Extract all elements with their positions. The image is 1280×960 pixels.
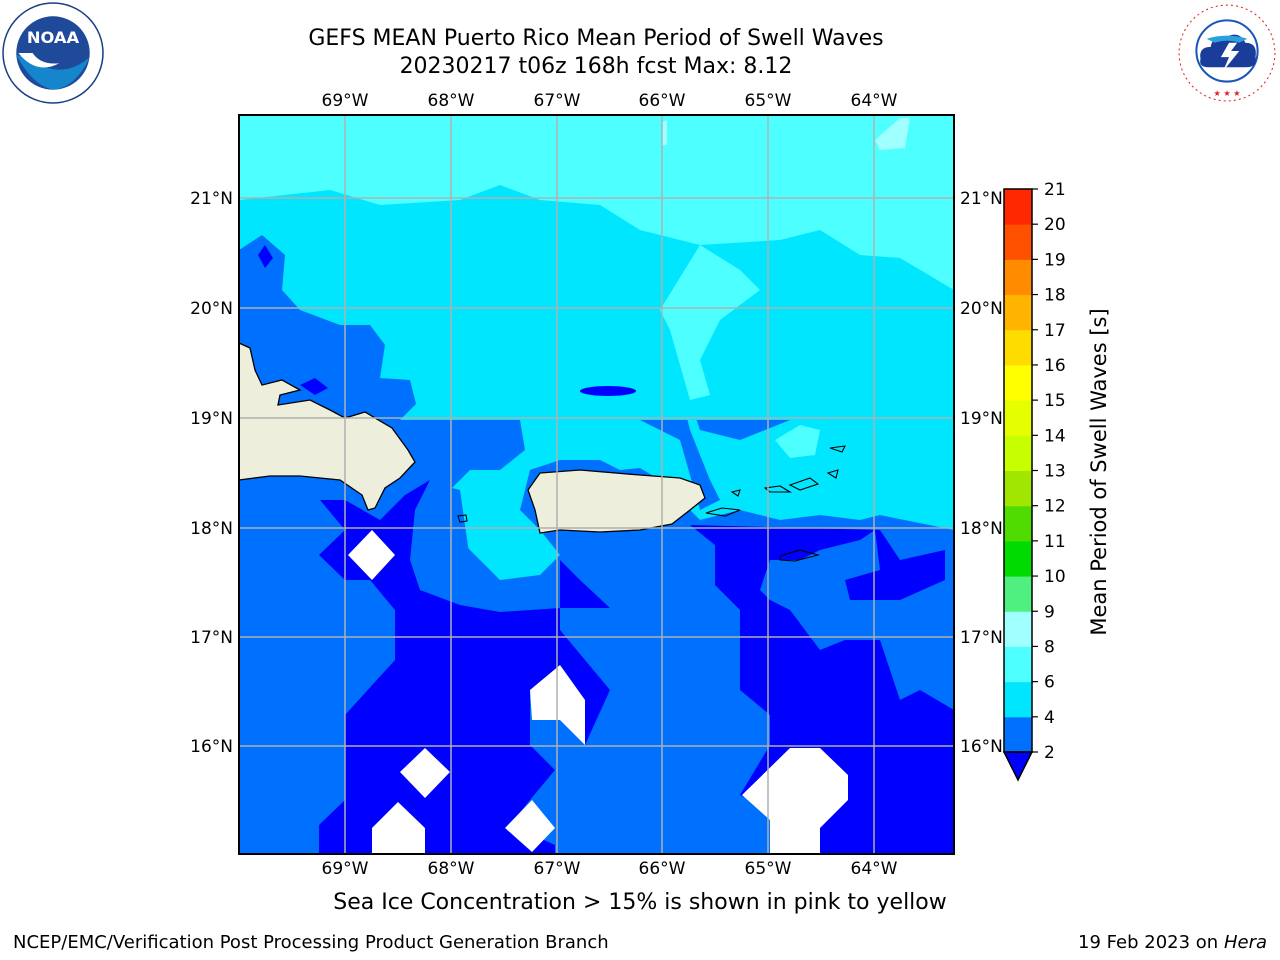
colorbar-segment <box>1004 364 1032 401</box>
noaa-logo-text: NOAA <box>27 28 80 47</box>
colorbar-tick-label: 21 <box>1044 180 1066 200</box>
lat-label: 16°N <box>960 737 1003 757</box>
colorbar-tick-label: 9 <box>1044 602 1055 622</box>
land-puerto-rico <box>527 469 706 534</box>
colorbar-segment <box>1004 540 1032 577</box>
colorbar-segment <box>1004 611 1032 647</box>
contour-below-2-patch <box>580 386 636 396</box>
footer-credit: NCEP/EMC/Verification Post Processing Pr… <box>13 932 609 953</box>
nws-logo: ★ ★ ★ <box>1178 4 1276 102</box>
colorbar: 2 4 6 8 9 10 11 12 13 14 15 16 17 18 19 20 21 <box>1002 180 1066 782</box>
colorbar-tick-label: 17 <box>1044 321 1066 341</box>
lat-label: 20°N <box>190 299 233 319</box>
contour-8-9 <box>875 118 910 150</box>
colorbar-tick-label: 6 <box>1044 673 1055 693</box>
lon-label: 67°W <box>534 91 581 111</box>
colorbar-segment <box>1004 189 1032 225</box>
colorbar-segment <box>1004 646 1032 683</box>
footer-date-text: 19 Feb 2023 on <box>1078 932 1219 953</box>
colorbar-tick-label: 4 <box>1044 708 1055 728</box>
colorbar-segment <box>1004 224 1032 260</box>
colorbar-segment <box>1004 329 1032 366</box>
lat-labels-left: 21°N 20°N 19°N 18°N 17°N 16°N <box>190 189 233 757</box>
noaa-logo: NOAA <box>2 2 104 104</box>
contour-6-8-east <box>660 245 820 458</box>
lon-label: 65°W <box>745 91 792 111</box>
lon-label: 69°W <box>322 91 369 111</box>
colorbar-segment <box>1004 435 1032 471</box>
colorbar-tick-label: 16 <box>1044 356 1066 376</box>
lon-label: 64°W <box>851 859 898 879</box>
small-islands <box>457 445 846 562</box>
lat-label: 17°N <box>190 628 233 648</box>
contour-below-2-patch <box>258 245 273 268</box>
lat-label: 17°N <box>960 628 1003 648</box>
lat-label: 20°N <box>960 299 1003 319</box>
colorbar-tick-label: 11 <box>1044 532 1066 552</box>
colorbar-segment <box>1004 576 1032 612</box>
colorbar-extend-triangle <box>1002 751 1034 782</box>
lat-label: 19°N <box>960 409 1003 429</box>
lat-label: 16°N <box>190 737 233 757</box>
lon-label: 68°W <box>428 859 475 879</box>
contour-4-6-south <box>300 298 954 580</box>
colorbar-segment <box>1004 681 1032 718</box>
land-hispaniola <box>239 342 416 511</box>
colorbar-segment <box>1004 505 1032 542</box>
colorbar-segment <box>1004 294 1032 331</box>
colorbar-segment <box>1004 716 1032 753</box>
colorbar-segment <box>1004 259 1032 296</box>
lon-label: 66°W <box>639 91 686 111</box>
colorbar-tick-label: 15 <box>1044 391 1066 411</box>
swell-period-field <box>239 115 954 854</box>
sea-ice-note: Sea Ice Concentration > 15% is shown in … <box>333 890 947 915</box>
colorbar-tick-label: 19 <box>1044 250 1066 270</box>
colorbar-segment <box>1004 470 1032 507</box>
no-data-patches <box>348 530 848 854</box>
lon-label: 68°W <box>428 91 475 111</box>
chart-subtitle: 20230217 t06z 168h fcst Max: 8.12 <box>399 54 793 79</box>
graticule <box>239 115 954 854</box>
colorbar-tick-label: 8 <box>1044 637 1055 657</box>
lon-label: 66°W <box>639 859 686 879</box>
lon-label: 64°W <box>851 91 898 111</box>
lat-label: 21°N <box>960 189 1003 209</box>
colorbar-tick-label: 20 <box>1044 215 1066 235</box>
lat-label: 19°N <box>190 409 233 429</box>
colorbar-segment <box>1004 400 1032 436</box>
lon-label: 65°W <box>745 859 792 879</box>
lat-label: 18°N <box>960 519 1003 539</box>
chart-title: GEFS MEAN Puerto Rico Mean Period of Swe… <box>308 26 884 51</box>
colorbar-tick-label: 2 <box>1044 743 1055 763</box>
footer-date: 19 Feb 2023 on Hera <box>1078 932 1267 953</box>
lat-labels-right: 21°N 20°N 19°N 18°N 17°N 16°N <box>960 189 1003 757</box>
lon-labels-top: 69°W 68°W 67°W 66°W 65°W 64°W <box>322 91 898 111</box>
colorbar-tick-label: 18 <box>1044 286 1066 306</box>
colorbar-tick-label: 13 <box>1044 462 1066 482</box>
footer-host: Hera <box>1223 932 1267 953</box>
colorbar-tick-label: 10 <box>1044 567 1066 587</box>
lat-label: 21°N <box>190 189 233 209</box>
lat-label: 18°N <box>190 519 233 539</box>
lon-labels-bottom: 69°W 68°W 67°W 66°W 65°W 64°W <box>322 859 898 879</box>
svg-text:★ ★ ★: ★ ★ ★ <box>1213 88 1240 98</box>
contour-below-2-patch <box>300 378 328 395</box>
colorbar-tick-label: 12 <box>1044 497 1066 517</box>
lon-label: 69°W <box>322 859 369 879</box>
colorbar-title: Mean Period of Swell Waves [s] <box>1087 308 1111 635</box>
colorbar-tick-label: 14 <box>1044 426 1066 446</box>
lon-label: 67°W <box>534 859 581 879</box>
map-frame <box>238 114 955 855</box>
contour-8-9 <box>662 120 667 145</box>
